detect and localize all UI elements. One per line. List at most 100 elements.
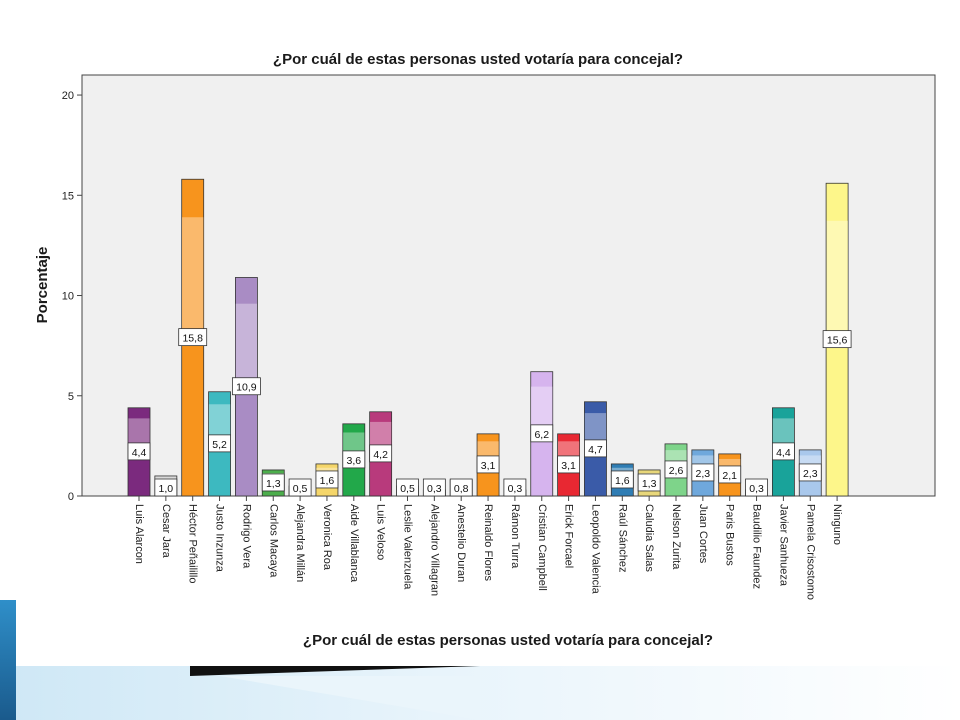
data-label: 4,4 bbox=[132, 447, 147, 459]
data-label: 0,3 bbox=[508, 483, 523, 495]
data-label: 3,6 bbox=[346, 455, 361, 467]
data-label-box bbox=[610, 470, 634, 489]
slide-decoration-wedge-dark bbox=[190, 666, 480, 676]
x-tick-label: Rodrigo Vera bbox=[240, 504, 252, 569]
chart-title: ¿Por cuál de estas personas usted votarí… bbox=[273, 51, 683, 68]
x-tick-label: Javier Sanhueza bbox=[777, 504, 789, 587]
data-label: 0,3 bbox=[749, 483, 764, 495]
y-tick-label: 5 bbox=[68, 391, 74, 403]
x-tick-label: Baudilio Faundez bbox=[751, 504, 763, 589]
bar: 2,6 bbox=[664, 443, 688, 497]
y-tick-label: 15 bbox=[62, 190, 74, 202]
bar-highlight bbox=[531, 386, 553, 434]
slide-decoration-wedge-light bbox=[220, 676, 480, 720]
bar: 0,3 bbox=[503, 478, 527, 497]
x-tick-label: Paris Bustos bbox=[724, 504, 736, 566]
data-label-box bbox=[637, 473, 661, 492]
x-tick-label: Juan Cortes bbox=[697, 504, 709, 564]
bar: 0,5 bbox=[288, 478, 312, 497]
x-tick-label: Héctor Peñailillo bbox=[187, 504, 199, 583]
bar: 0,5 bbox=[396, 478, 419, 497]
bar: 3,1 bbox=[557, 433, 580, 497]
x-tick-label: Luis Veloso bbox=[375, 504, 387, 560]
bar: 4,2 bbox=[369, 411, 393, 497]
x-tick-label: Erick Forcael bbox=[563, 504, 575, 568]
data-label: 4,2 bbox=[373, 449, 388, 461]
bar: 5,2 bbox=[208, 391, 231, 497]
data-label-box bbox=[342, 450, 366, 469]
bar-highlight bbox=[182, 217, 204, 338]
bar: 2,3 bbox=[798, 449, 822, 497]
bar-highlight bbox=[235, 303, 257, 387]
x-axis-label: ¿Por cuál de estas personas usted votarí… bbox=[303, 632, 713, 649]
data-label: 2,6 bbox=[669, 465, 684, 477]
data-label-box bbox=[691, 463, 715, 482]
bar: 1,3 bbox=[637, 469, 661, 497]
data-label: 0,5 bbox=[400, 483, 415, 495]
bar: 15,8 bbox=[178, 178, 208, 497]
x-tick-label: Alejandro Villagran bbox=[428, 504, 440, 596]
data-label: 2,3 bbox=[696, 468, 711, 480]
data-label-box bbox=[231, 377, 261, 396]
x-tick-label: Leopoldo Valencia bbox=[589, 504, 601, 595]
data-label: 3,1 bbox=[481, 460, 496, 472]
bar: 4,7 bbox=[584, 401, 607, 497]
data-label: 15,6 bbox=[827, 335, 848, 347]
bar: 1,0 bbox=[154, 475, 178, 497]
data-label-box bbox=[178, 328, 208, 347]
data-label: 4,4 bbox=[776, 447, 791, 459]
bar: 3,1 bbox=[476, 433, 500, 497]
data-label: 1,6 bbox=[615, 475, 630, 487]
data-label: 4,7 bbox=[588, 444, 603, 456]
data-label: 0,8 bbox=[454, 483, 469, 495]
x-tick-label: Luis Alarcon bbox=[133, 504, 145, 564]
data-label: 1,3 bbox=[266, 478, 281, 490]
bar: 0,3 bbox=[745, 478, 768, 497]
x-tick-label: Caludia Salas bbox=[643, 504, 655, 572]
x-tick-label: Rámon Turra bbox=[509, 504, 521, 569]
bar-highlight bbox=[208, 404, 231, 444]
data-label: 6,2 bbox=[534, 429, 549, 441]
data-label: 2,3 bbox=[803, 468, 818, 480]
data-label: 15,8 bbox=[182, 333, 203, 345]
x-tick-label: Aide Villablanca bbox=[348, 504, 360, 583]
bar: 1,3 bbox=[261, 469, 285, 497]
bar: 1,6 bbox=[315, 463, 339, 497]
x-tick-label: Pamela Crisostomo bbox=[804, 504, 816, 600]
x-tick-label: Nelson Zurita bbox=[670, 504, 682, 570]
bar: 3,6 bbox=[342, 423, 366, 497]
data-label-box bbox=[208, 434, 231, 453]
data-label: 1,3 bbox=[642, 478, 657, 490]
y-tick-label: 10 bbox=[62, 291, 74, 303]
x-tick-label: Ninguno bbox=[831, 504, 843, 545]
data-label-box bbox=[530, 424, 554, 443]
bar: 15,6 bbox=[822, 182, 852, 497]
data-label: 1,0 bbox=[159, 483, 174, 495]
bar-highlight bbox=[826, 220, 848, 340]
bar: 2,3 bbox=[691, 449, 715, 497]
y-axis: 0 5 10 15 20 bbox=[62, 90, 82, 503]
x-tick-label: Anestelio Duran bbox=[455, 504, 467, 582]
data-label-box bbox=[369, 444, 393, 463]
bar: 4,4 bbox=[127, 407, 151, 497]
data-label-box bbox=[261, 473, 285, 492]
bar: 2,1 bbox=[718, 453, 742, 497]
data-label: 5,2 bbox=[212, 439, 227, 451]
x-tick-label: Veronica Roa bbox=[321, 504, 333, 571]
data-label-box bbox=[584, 439, 607, 458]
data-label-box bbox=[127, 442, 151, 461]
x-tick-label: Cristian Campbell bbox=[536, 504, 548, 591]
x-tick-label: Leslie Valenzuela bbox=[402, 504, 414, 590]
data-label-box bbox=[798, 463, 822, 482]
x-tick-label: Alejandra Millán bbox=[294, 504, 306, 582]
y-axis-label: Porcentaje bbox=[34, 247, 51, 324]
data-label: 3,1 bbox=[561, 460, 576, 472]
bars: 4,4 1,0 15,8 5,2 10,9 1,3 0,5 1,6 3,6 4,2 0,5 0,3 0,… bbox=[127, 178, 852, 497]
bar: 0,8 bbox=[449, 478, 473, 497]
data-label: 1,6 bbox=[320, 475, 335, 487]
data-label: 10,9 bbox=[236, 382, 257, 394]
data-label: 2,1 bbox=[722, 470, 737, 482]
x-tick-label: Raúl Sánchez bbox=[616, 504, 628, 573]
slide-decoration-left bbox=[0, 600, 16, 720]
